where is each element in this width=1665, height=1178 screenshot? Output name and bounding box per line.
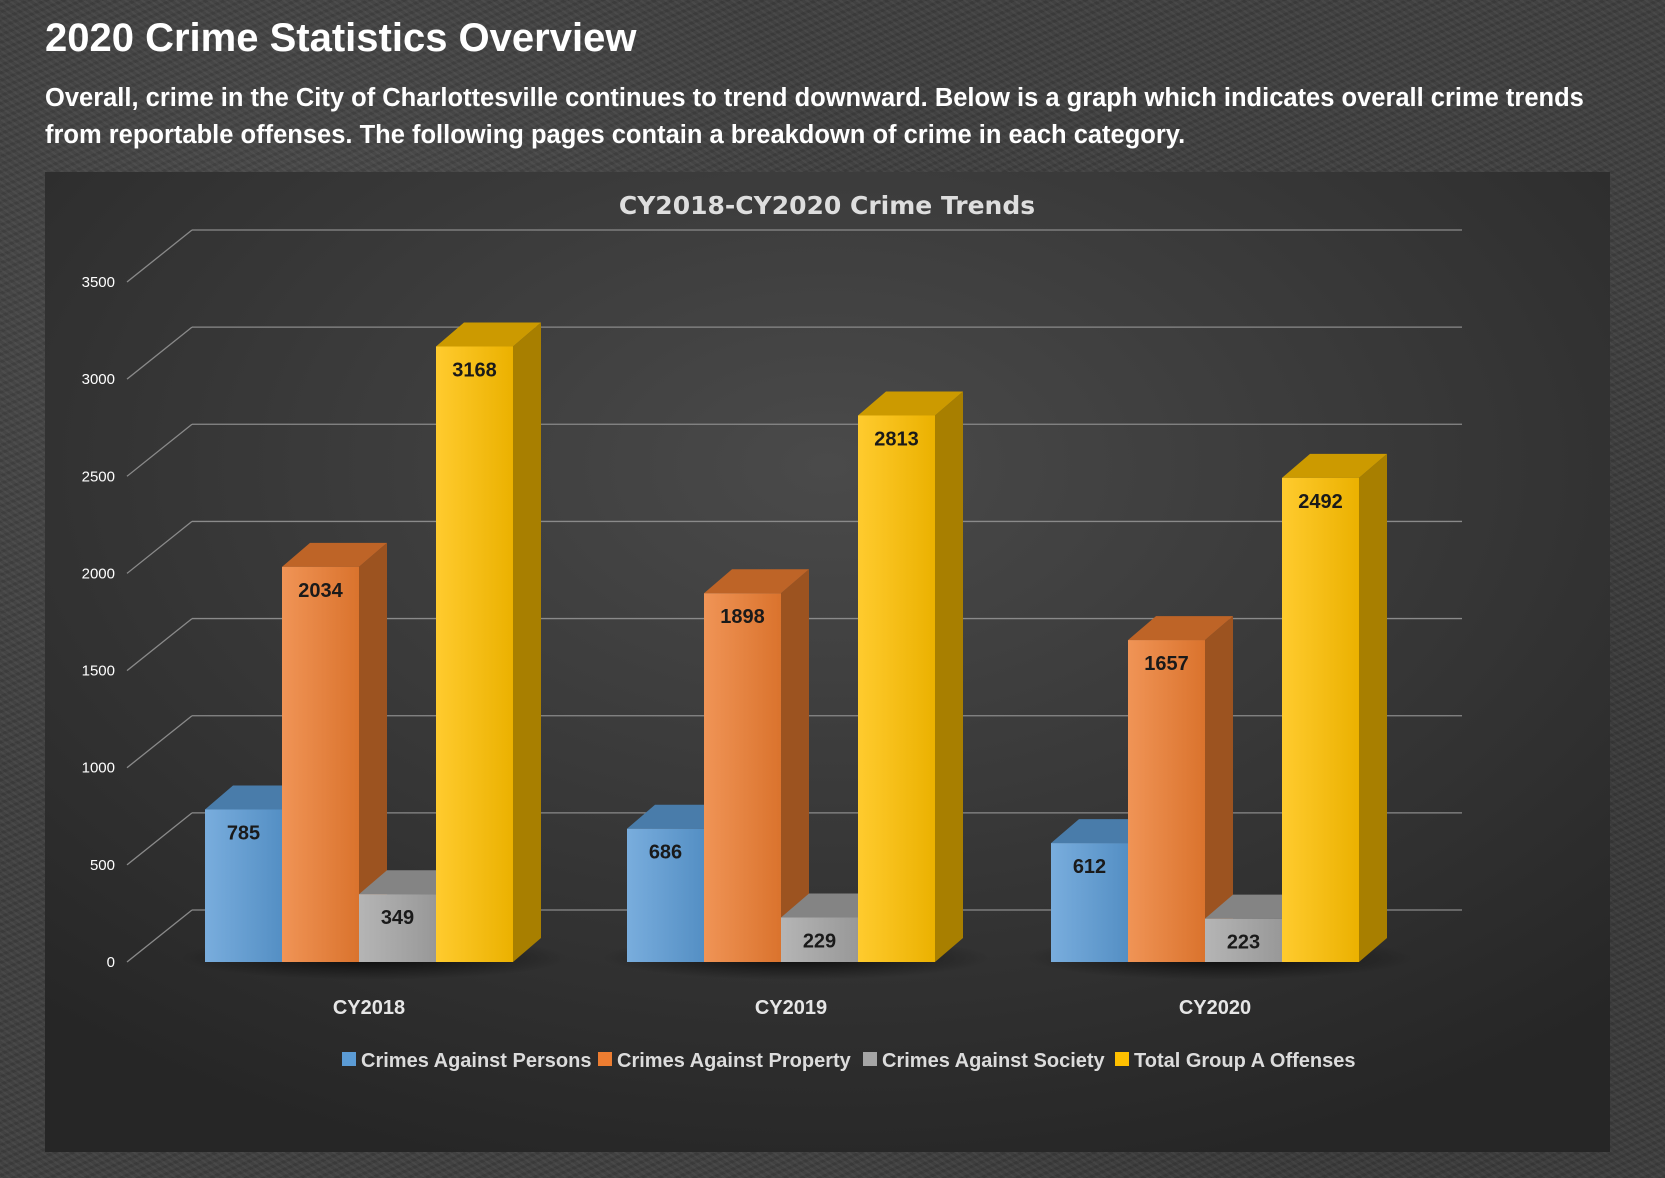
gridline-diagonal [126, 423, 193, 477]
legend-item-4: Total Group A Offenses [1115, 1050, 1356, 1072]
gridline-diagonal [126, 909, 193, 963]
bar-cy2019-4 [858, 391, 963, 962]
bar-front-face [436, 346, 513, 962]
legend-label: Crimes Against Persons [361, 1050, 591, 1072]
bar-front-face [858, 415, 935, 962]
bar-front-face [704, 593, 781, 962]
bar-cy2020-4 [1282, 453, 1387, 962]
data-label: 2492 [1298, 491, 1343, 513]
bar-side-face [513, 322, 541, 962]
bar-side-face [935, 391, 963, 962]
bar-top-face [282, 542, 387, 567]
intro-paragraph: Overall, crime in the City of Charlottes… [45, 84, 1584, 149]
data-label: 2034 [298, 580, 343, 602]
bar-cy2018-2 [282, 542, 387, 962]
legend-item-1: Crimes Against Persons [342, 1050, 591, 1072]
data-label: 686 [649, 842, 682, 864]
legend-label: Crimes Against Society [882, 1050, 1106, 1072]
bar-top-face [704, 569, 809, 594]
bar-side-face [1205, 616, 1233, 962]
bars [205, 322, 1387, 962]
x-category-label: CY2020 [1179, 997, 1251, 1019]
data-label: 612 [1073, 856, 1106, 878]
legend: Crimes Against Persons Crimes Against Pro… [342, 1050, 1356, 1072]
data-label: 223 [1227, 932, 1260, 954]
bar-front-face [205, 809, 282, 962]
data-label: 3168 [452, 360, 497, 382]
y-tick-label: 1000 [82, 760, 115, 777]
bar-top-face [1282, 453, 1387, 478]
data-label: 1898 [720, 606, 765, 628]
y-tick-label: 2500 [82, 468, 115, 485]
gridline-diagonal [126, 812, 193, 866]
bar-cy2019-2 [704, 569, 809, 962]
bar-side-face [359, 542, 387, 962]
legend-item-3: Crimes Against Society [863, 1050, 1106, 1072]
gridline-diagonal [126, 229, 193, 283]
legend-label: Crimes Against Property [617, 1050, 852, 1072]
page-title: 2020 Crime Statistics Overview [45, 16, 637, 60]
bar-front-face [1051, 843, 1128, 962]
gridline-diagonal [126, 715, 193, 769]
bar-cy2020-2 [1128, 616, 1233, 962]
gridline-diagonal [126, 520, 193, 574]
bar-top-face [858, 391, 963, 416]
y-tick-label: 1500 [82, 663, 115, 680]
data-label: 785 [227, 822, 260, 844]
y-tick-label: 500 [90, 857, 115, 874]
y-tick-label: 0 [107, 954, 115, 971]
data-label: 2813 [874, 428, 919, 450]
bar-front-face [359, 894, 436, 962]
x-category-label: CY2018 [333, 997, 405, 1019]
legend-swatch [863, 1052, 877, 1066]
bar-front-face [1205, 918, 1282, 962]
crime-trends-chart: CY2018-CY2020 Crime Trends 785 2034 349 316… [45, 172, 1610, 1152]
y-tick-label: 2000 [82, 565, 115, 582]
bar-front-face [1128, 640, 1205, 962]
y-tick-label: 3500 [82, 274, 115, 291]
data-labels: 785 2034 349 3168 686 1898 229 2813 612 1657 223 24… [227, 360, 1343, 954]
legend-swatch [342, 1052, 356, 1066]
bar-front-face [781, 917, 858, 962]
gridline-diagonal [126, 618, 193, 672]
y-tick-label: 3000 [82, 371, 115, 388]
data-label: 229 [803, 931, 836, 953]
bar-front-face [627, 828, 704, 962]
gridlines [126, 229, 1462, 963]
legend-swatch [1115, 1052, 1129, 1066]
bar-top-face [436, 322, 541, 347]
bar-cy2018-4 [436, 322, 541, 962]
bar-top-face [1128, 616, 1233, 641]
axis-labels: 0 500 1000 1500 2000 2500 3000 3500 CY2018 CY2019… [82, 274, 1252, 1019]
data-label: 1657 [1144, 653, 1189, 675]
bar-front-face [282, 566, 359, 962]
x-category-label: CY2019 [755, 997, 827, 1019]
chart-canvas: CY2018-CY2020 Crime Trends 785 2034 349 316… [45, 172, 1610, 1152]
legend-label: Total Group A Offenses [1134, 1050, 1356, 1072]
bar-front-face [1282, 477, 1359, 962]
bar-side-face [1359, 453, 1387, 962]
bar-side-face [781, 569, 809, 962]
gridline-diagonal [126, 326, 193, 380]
legend-item-2: Crimes Against Property [598, 1050, 852, 1072]
data-label: 349 [381, 907, 414, 929]
chart-title: CY2018-CY2020 Crime Trends [619, 191, 1035, 220]
legend-swatch [598, 1052, 612, 1066]
